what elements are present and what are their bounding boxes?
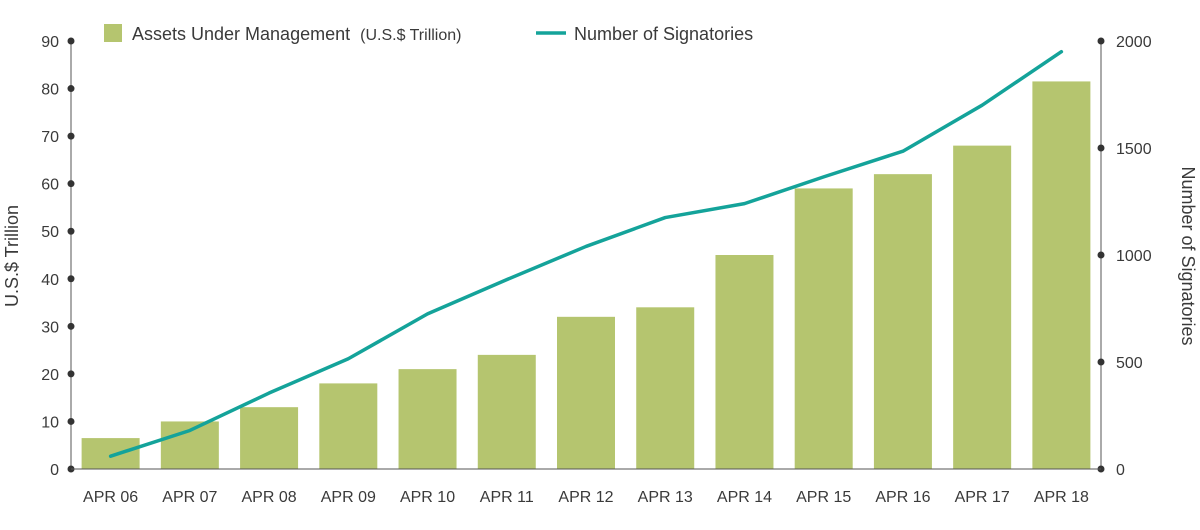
left-tick-label: 80 <box>41 82 59 99</box>
legend-bar-swatch <box>104 24 122 42</box>
left-tick-mark <box>67 37 75 45</box>
right-tick-label: 1500 <box>1116 141 1152 158</box>
legend-bar-unit: (U.S.$ Trillion) <box>360 27 461 44</box>
left-tick-mark <box>67 132 75 140</box>
right-axis: 0 500 1000 1500 2000 <box>1097 34 1152 479</box>
left-tick-mark <box>67 417 75 425</box>
right-tick-mark <box>1097 144 1105 152</box>
right-tick-mark <box>1097 251 1105 259</box>
left-tick-label: 70 <box>41 129 59 146</box>
bar <box>557 316 615 469</box>
x-tick-label: APR 09 <box>321 489 376 506</box>
left-tick-label: 50 <box>41 224 59 241</box>
x-tick-label: APR 07 <box>162 489 217 506</box>
left-tick-mark <box>67 322 75 330</box>
y-axis-title: U.S.$ Trillion <box>2 205 22 307</box>
bar <box>953 145 1012 469</box>
left-tick-mark <box>67 227 75 235</box>
left-tick-label: 20 <box>41 367 59 384</box>
bar <box>1032 81 1091 469</box>
bar <box>636 307 695 469</box>
left-tick-label: 90 <box>41 34 59 51</box>
legend-line-label: Number of Signatories <box>574 24 753 44</box>
bars-layer <box>81 81 1091 469</box>
left-tick-label: 60 <box>41 177 59 194</box>
left-tick-label: 10 <box>41 414 59 431</box>
right-tick-mark <box>1097 37 1105 45</box>
left-axis: 0 10 20 30 40 50 60 70 80 90 <box>41 34 75 479</box>
x-tick-label: APR 18 <box>1034 489 1089 506</box>
legend: Assets Under Management (U.S.$ Trillion)… <box>104 24 753 44</box>
right-tick-label: 1000 <box>1116 248 1152 265</box>
x-tick-label: APR 12 <box>558 489 613 506</box>
left-tick-label: 40 <box>41 272 59 289</box>
bar <box>477 354 536 469</box>
right-tick-mark <box>1097 358 1105 366</box>
signatories-line <box>108 49 1064 458</box>
x-tick-label: APR 15 <box>796 489 851 506</box>
x-tick-label: APR 13 <box>638 489 693 506</box>
x-tick-label: APR 14 <box>717 489 772 506</box>
bar <box>873 174 932 469</box>
legend-bar-label: Assets Under Management (U.S.$ Trillion) <box>132 24 461 44</box>
legend-bar-name: Assets Under Management <box>132 24 350 44</box>
x-tick-label: APR 17 <box>955 489 1010 506</box>
x-tick-label: APR 16 <box>875 489 930 506</box>
left-tick-mark <box>67 85 75 93</box>
left-tick-label: 0 <box>50 462 59 479</box>
x-axis: APR 06 APR 07 APR 08 APR 09 APR 10 APR 11 APR … <box>71 468 1101 506</box>
bar <box>794 188 853 469</box>
x-tick-label: APR 10 <box>400 489 455 506</box>
bar <box>398 369 457 469</box>
left-tick-mark <box>67 180 75 188</box>
y2-axis-title: Number of Signatories <box>1178 166 1198 345</box>
bar <box>240 407 299 469</box>
left-tick-mark <box>67 275 75 283</box>
right-tick-label: 2000 <box>1116 34 1152 51</box>
left-tick-label: 30 <box>41 319 59 336</box>
x-tick-label: APR 08 <box>242 489 297 506</box>
right-tick-label: 500 <box>1116 355 1143 372</box>
bar <box>319 383 378 469</box>
x-tick-label: APR 11 <box>480 489 534 506</box>
bar <box>715 255 774 469</box>
x-tick-label: APR 06 <box>83 489 138 506</box>
bar <box>81 438 140 469</box>
left-tick-mark <box>67 370 75 378</box>
line-layer <box>108 49 1064 458</box>
right-tick-label: 0 <box>1116 462 1125 479</box>
